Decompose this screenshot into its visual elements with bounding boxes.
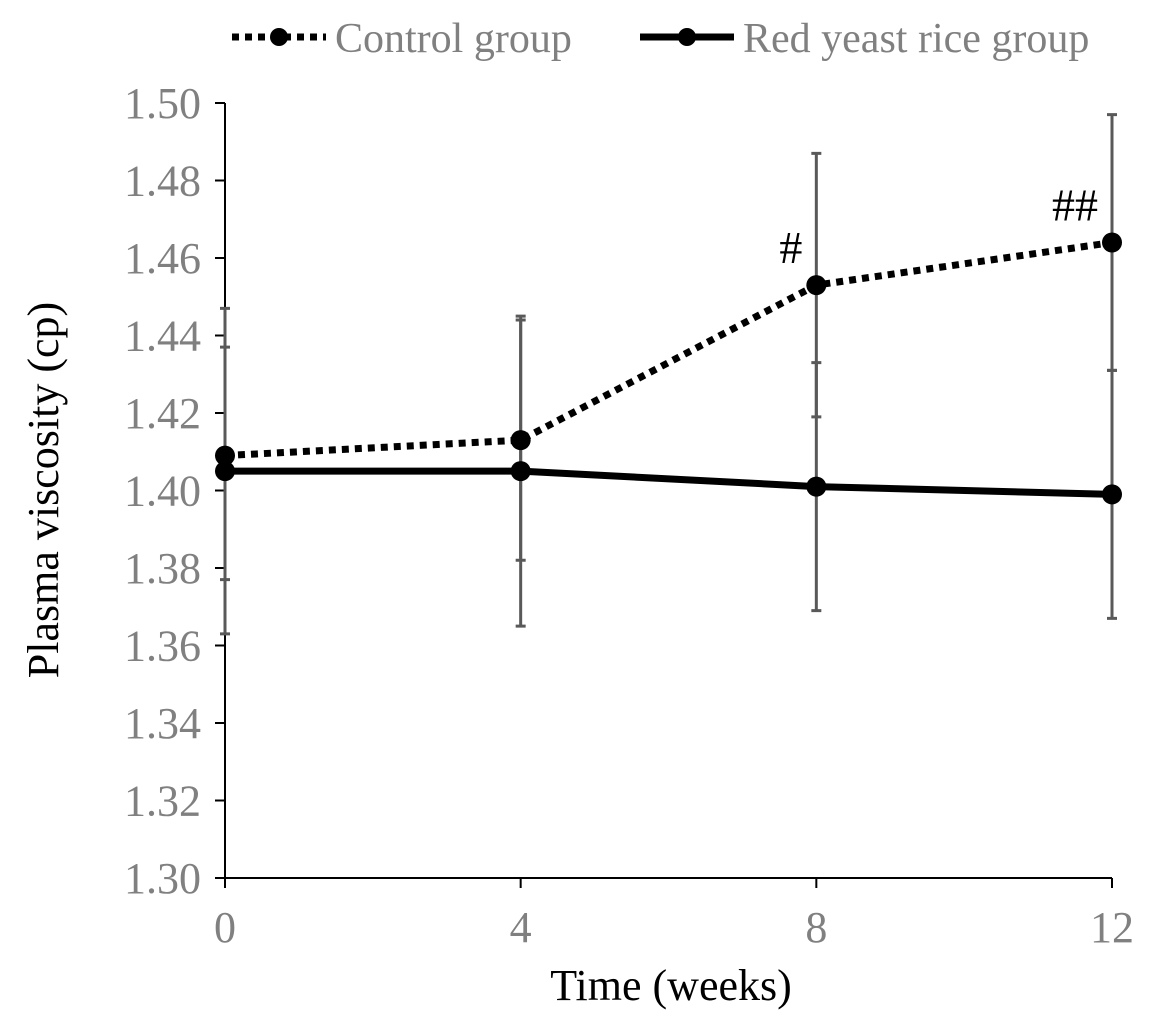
legend-entry-control: Control group <box>232 16 572 62</box>
data-point-red-yeast-rice <box>806 476 827 497</box>
y-tick-label: 1.42 <box>124 389 201 438</box>
x-tick-label: 4 <box>510 903 532 952</box>
x-tick-label: 0 <box>214 903 236 952</box>
significance-marker: ## <box>1052 180 1098 231</box>
y-axis-title: Plasma viscosity (cp) <box>19 302 68 678</box>
data-point-control <box>1102 232 1122 253</box>
data-point-red-yeast-rice <box>215 461 235 482</box>
legend-entry-red-yeast-rice: Red yeast rice group <box>640 16 1089 62</box>
significance-annotations: ### <box>779 180 1098 274</box>
x-axis-title: Time (weeks) <box>550 961 792 1010</box>
legend-label-control: Control group <box>335 16 572 62</box>
data-point-red-yeast-rice <box>510 461 531 482</box>
y-tick-label: 1.34 <box>124 699 201 748</box>
significance-marker: # <box>779 222 802 273</box>
y-tick-label: 1.36 <box>124 622 201 671</box>
legend: Control group Red yeast rice group <box>232 16 1089 62</box>
x-axis-ticks: 0 4 8 12 <box>214 878 1134 952</box>
y-tick-label: 1.38 <box>124 544 201 593</box>
legend-swatch-red-yeast-rice-marker <box>678 28 696 46</box>
legend-swatch-control-marker <box>270 28 288 46</box>
x-tick-label: 8 <box>805 903 827 952</box>
y-tick-label: 1.50 <box>124 79 201 128</box>
y-tick-label: 1.30 <box>124 854 201 903</box>
legend-label-red-yeast-rice: Red yeast rice group <box>743 16 1089 62</box>
y-tick-label: 1.48 <box>124 157 201 206</box>
series-lines <box>224 239 1113 498</box>
x-tick-label: 12 <box>1090 903 1134 952</box>
data-point-control <box>510 430 531 451</box>
data-point-control <box>215 445 235 466</box>
data-point-control <box>806 275 827 296</box>
y-axis-ticks: 1.30 1.32 1.34 1.36 1.38 1.40 1.42 1.44 1.46 1.48… <box>124 79 225 903</box>
series-line-red-yeast-rice <box>225 467 1113 498</box>
y-tick-label: 1.32 <box>124 777 201 826</box>
error-bars <box>220 113 1117 636</box>
y-tick-label: 1.46 <box>124 234 201 283</box>
y-tick-label: 1.44 <box>124 312 201 361</box>
data-points <box>215 232 1122 505</box>
data-point-red-yeast-rice <box>1102 484 1122 505</box>
series-line-control <box>224 239 1113 460</box>
y-tick-label: 1.40 <box>124 467 201 516</box>
